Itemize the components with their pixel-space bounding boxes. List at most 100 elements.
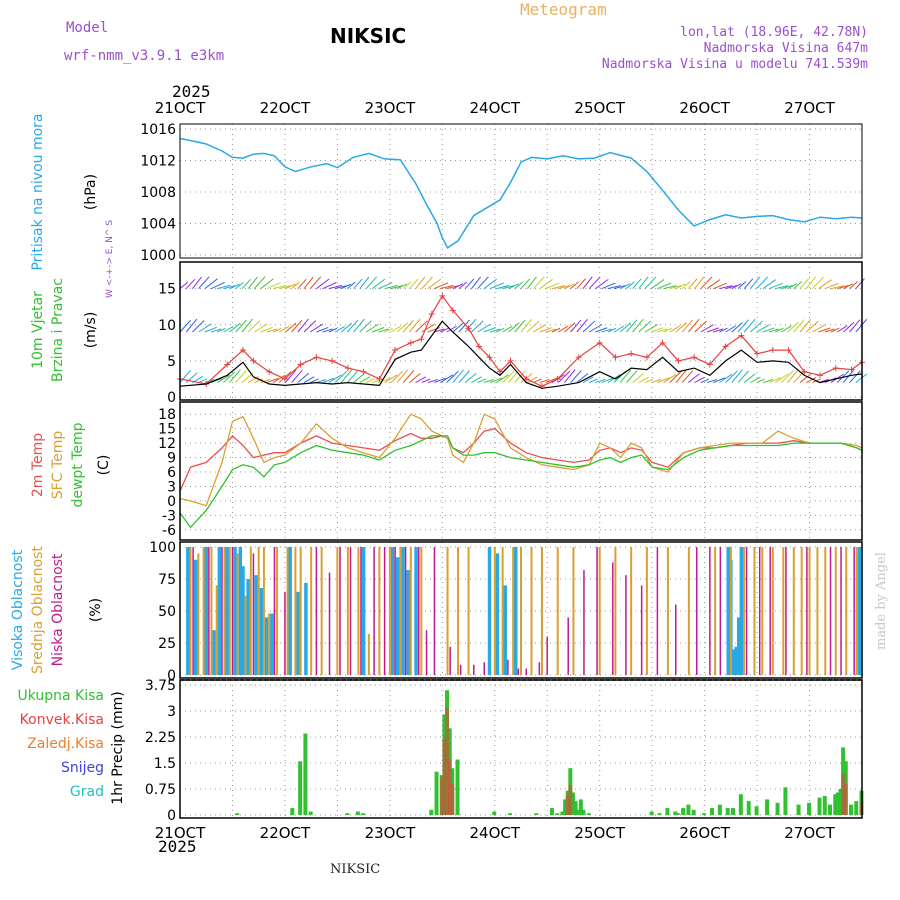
wind-gust-point [643, 354, 650, 361]
precip-total-bar [586, 813, 591, 815]
wind-barb [545, 328, 556, 333]
y-tick-label: 5 [167, 354, 176, 370]
x-tick-label-top: 23OCT [365, 99, 416, 117]
wind-barb [464, 278, 475, 289]
wind-barb [768, 328, 779, 333]
wind-barb [446, 285, 459, 290]
wind-barb [576, 318, 588, 333]
cloud-mid-bar [268, 613, 271, 675]
y-tick-label: 50 [158, 604, 176, 620]
wind-barb [675, 283, 686, 290]
wind-barb [489, 328, 501, 333]
wind-barb [334, 325, 346, 333]
wind-gust-point [507, 357, 514, 364]
wind-barb [837, 285, 849, 290]
wind-barb [384, 374, 398, 383]
wind-barb [694, 376, 705, 383]
wind-barb [805, 320, 819, 333]
precip-total-bar [649, 811, 654, 815]
precip-total-bar [429, 809, 434, 815]
wind-gust-point [281, 375, 288, 382]
wind-barb [669, 325, 681, 333]
cloud-mid-bar [310, 547, 313, 675]
wind-barb [793, 319, 805, 333]
wind-barb [260, 278, 274, 290]
wind-gust-point [418, 336, 425, 343]
x-tick-label-top: 24OCT [470, 99, 521, 117]
x-tick-label-bottom: 25OCT [574, 824, 625, 842]
precip-total-bar [709, 808, 714, 815]
cloud-high-bar [514, 547, 518, 675]
precip-total-bar [563, 799, 568, 815]
precip-conv-bar [565, 795, 570, 815]
wind-barb [576, 278, 586, 289]
precip-total-bar [673, 811, 678, 815]
wind-barb [409, 278, 419, 290]
wind-barb [458, 281, 468, 290]
wind-barb [651, 327, 664, 333]
wind-gust-point [628, 350, 635, 357]
wind-barb [204, 326, 218, 333]
cloud-high-bar [361, 547, 366, 675]
cloud-mid-bar [357, 547, 360, 675]
year-top: 2025 [172, 82, 211, 101]
wind-barb [347, 370, 359, 383]
wind-barb [371, 278, 386, 290]
precip-total-bar [725, 808, 730, 815]
precip-conv-bar [442, 738, 447, 815]
y-tick-label: 0 [167, 808, 176, 824]
wind-barb [272, 374, 286, 383]
y-tick-label: 12 [158, 436, 176, 452]
precip-legend-item: Snijeg [61, 760, 104, 776]
cloud-low-bar [360, 547, 362, 675]
y-tick-label: -6 [162, 523, 176, 539]
wind-barb [700, 378, 710, 384]
wind-barb [849, 319, 861, 333]
cloud-low-bar [507, 659, 509, 675]
wind-gust-point [706, 361, 713, 368]
cloud-mid-bar [236, 553, 239, 675]
precip-conv-bar [843, 783, 848, 815]
wind-barb [272, 284, 287, 290]
precip-legend-item: Zaledj.Kisa [27, 736, 104, 752]
precip-total-bar [290, 808, 295, 815]
cloud-high-bar [270, 613, 274, 675]
cloud-low-bar [785, 547, 787, 675]
cloud-low-bar [483, 662, 486, 675]
precip-total-bar [775, 802, 780, 815]
y-tick-label: 1008 [140, 185, 176, 201]
cloud-low-bar [315, 547, 318, 675]
wind-title-1: 10m Vjetar [30, 291, 46, 369]
cloud-mid-bar [800, 547, 803, 675]
wind-barb [855, 318, 868, 333]
wind-barb [843, 283, 854, 290]
wind-barb [737, 281, 747, 290]
wind-barb [632, 278, 642, 289]
wind-barb [247, 320, 261, 333]
wind-barb [223, 371, 236, 383]
cloud-high-bar [739, 547, 744, 675]
wind-barb [824, 282, 839, 290]
cloud-mid-bar [530, 547, 533, 675]
x-tick-label-top: 27OCT [784, 99, 835, 117]
temp-sfc-line [179, 413, 863, 507]
pressure-title: Pritisak na nivou mora [30, 113, 46, 270]
wind-barb [390, 370, 403, 383]
wind-barb [681, 370, 694, 383]
wind-barb [217, 327, 226, 333]
wind-barb [849, 370, 861, 383]
wind-barb [216, 374, 230, 383]
x-tick-label-bottom: 23OCT [365, 824, 416, 842]
temp-dewpt-line [179, 435, 863, 529]
wind-gust-point [224, 361, 231, 368]
wind-barb [353, 372, 365, 383]
wind-barb [260, 379, 271, 384]
precip-total-bar [508, 813, 513, 815]
wind-barb [663, 285, 677, 290]
wind-barb [353, 318, 365, 333]
wind-gust-point [449, 307, 456, 314]
wind-gust-point [785, 347, 792, 354]
wind-barb [551, 327, 561, 333]
cloud-high-bar [734, 646, 738, 675]
wind-barb [477, 276, 489, 290]
